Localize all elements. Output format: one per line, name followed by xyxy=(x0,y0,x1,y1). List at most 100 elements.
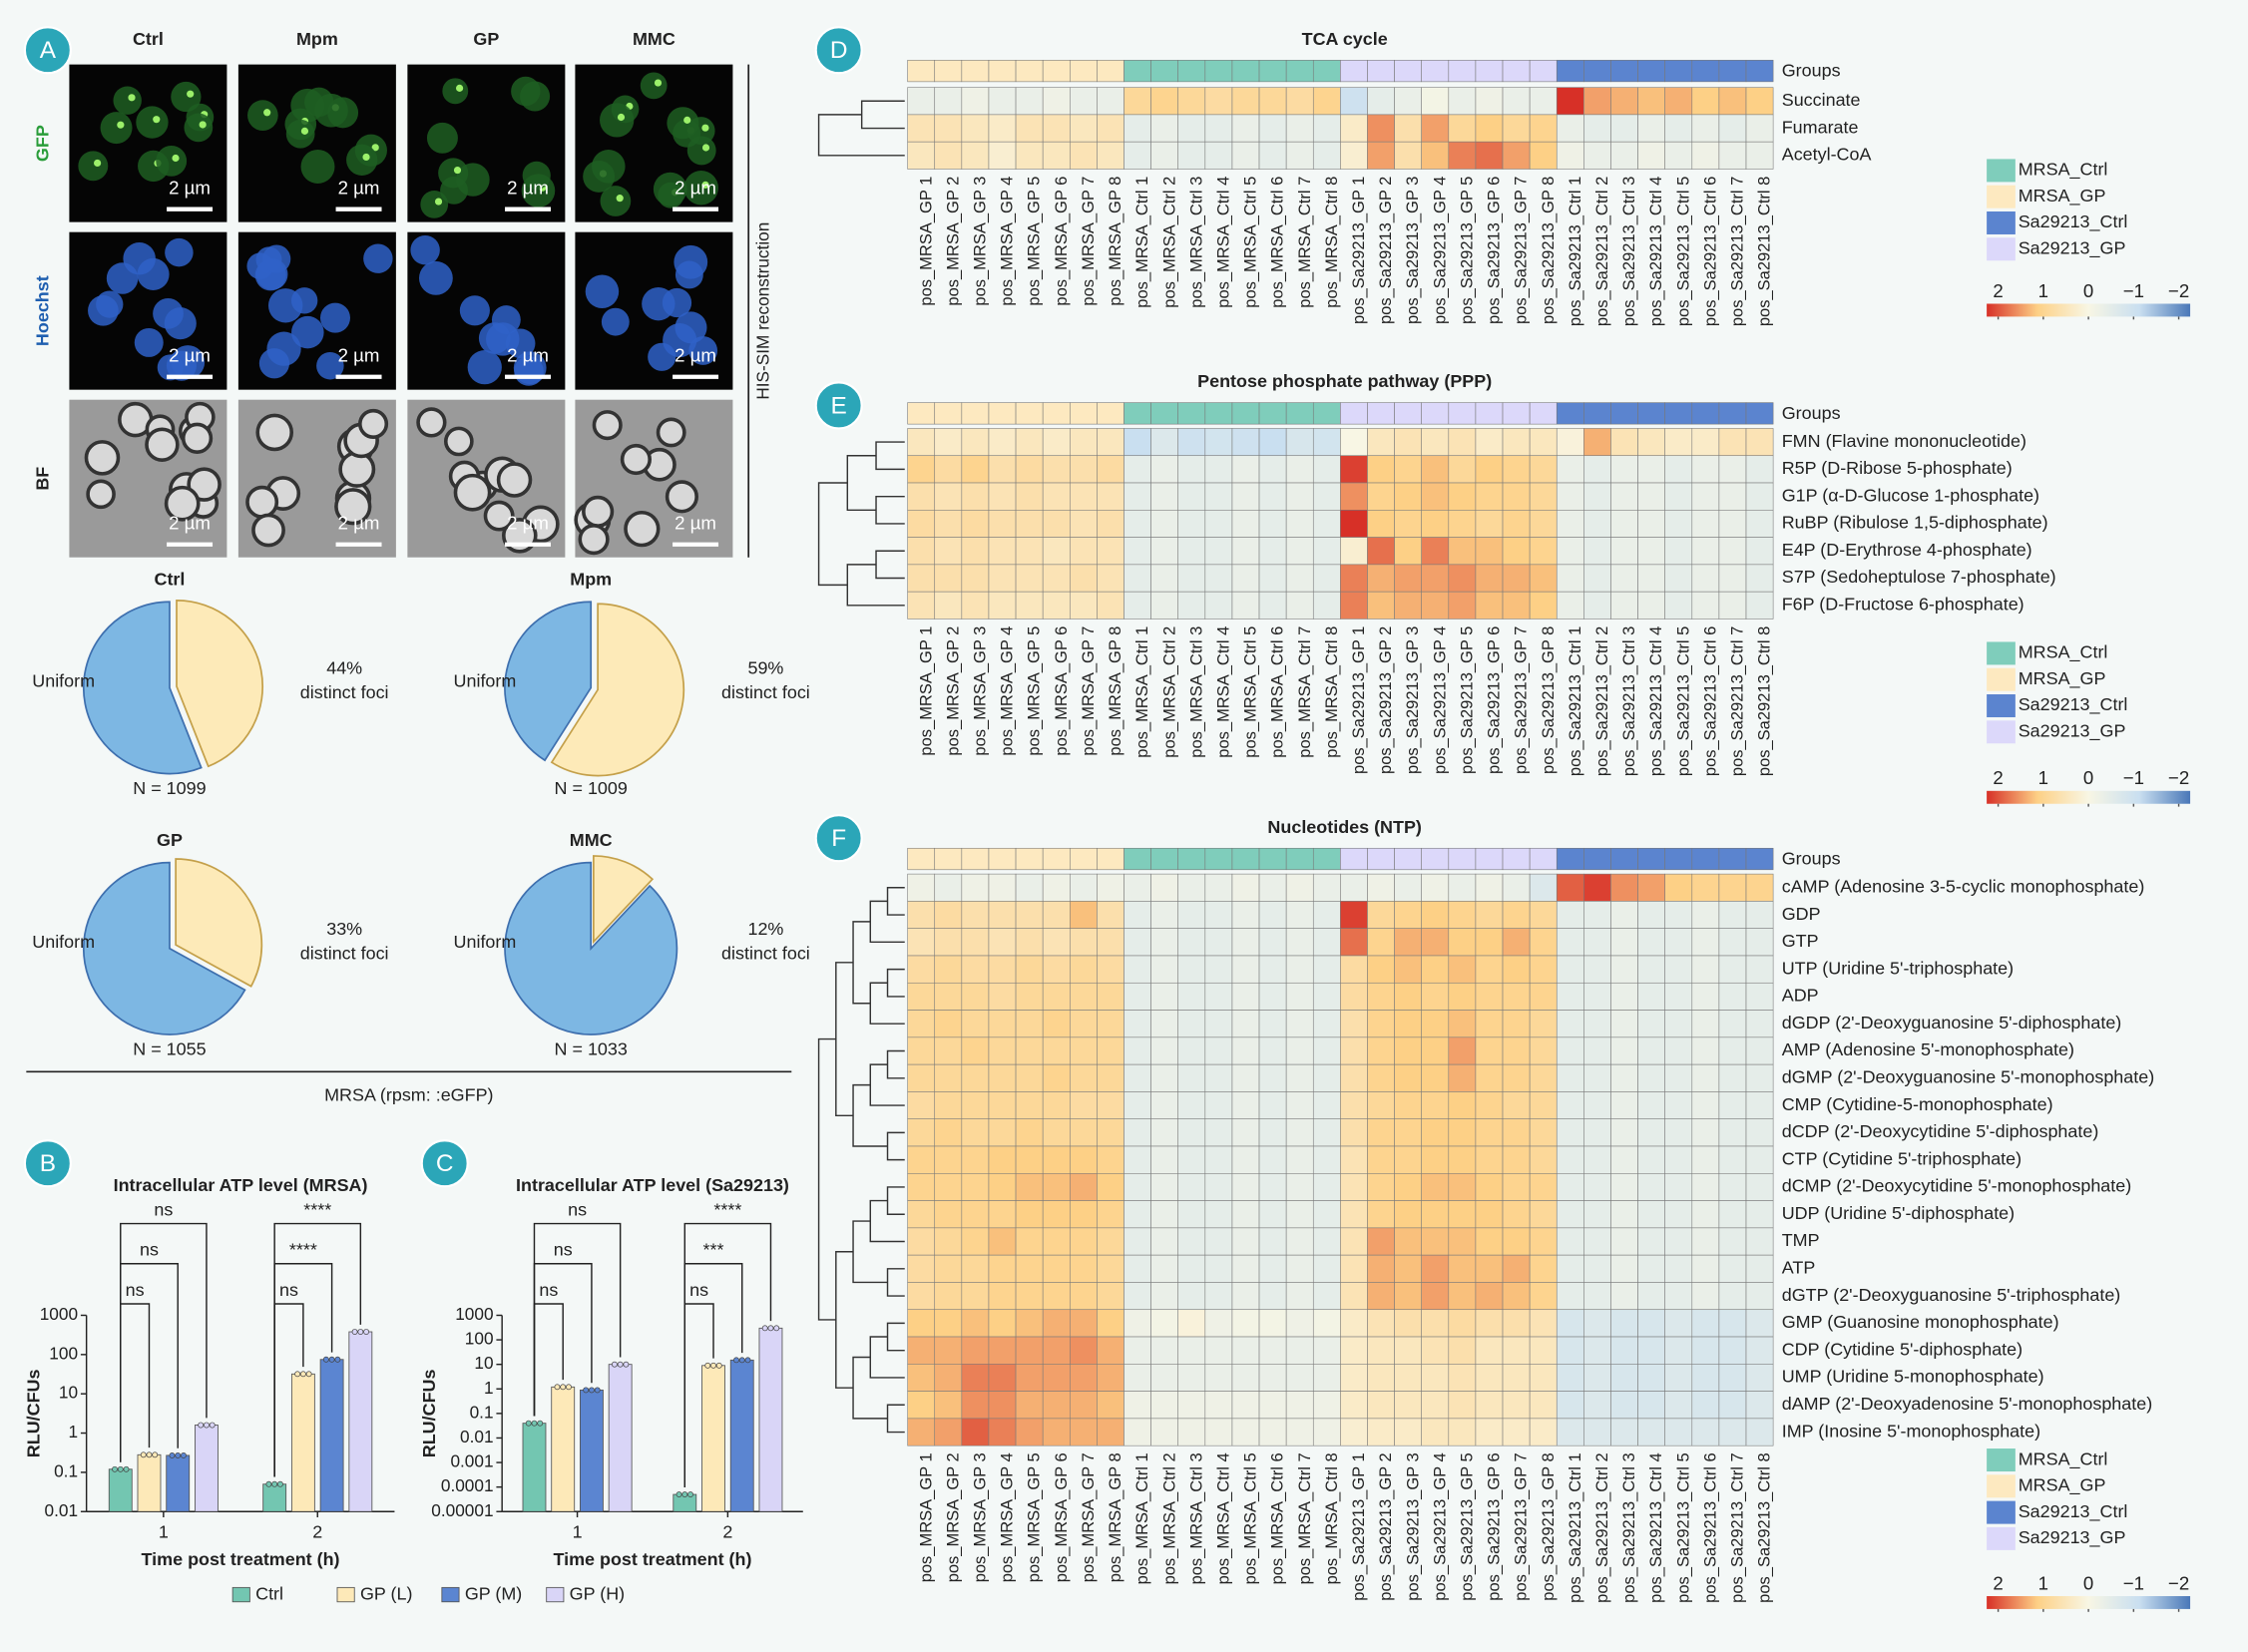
column-header: Mpm xyxy=(296,29,338,49)
heat-cell xyxy=(1231,1036,1260,1065)
column-label: pos_Sa29213_Ctrl 4 xyxy=(1647,626,1665,776)
heat-cell xyxy=(934,1010,963,1038)
colorbar xyxy=(1987,1595,2191,1609)
heat-cell xyxy=(1312,901,1341,929)
heat-cell xyxy=(1448,1336,1477,1365)
cell xyxy=(667,107,699,140)
heat-cell xyxy=(1150,901,1179,929)
group-cell xyxy=(1610,60,1638,83)
heat-cell xyxy=(1097,1254,1124,1283)
heat-cell xyxy=(907,141,936,170)
heat-cell xyxy=(1042,591,1071,620)
heat-cell xyxy=(1367,1118,1395,1147)
heat-cell xyxy=(1367,564,1395,593)
heat-cell xyxy=(1231,537,1260,566)
cell xyxy=(486,322,520,356)
replicate-dot xyxy=(209,1422,216,1429)
legend-swatch xyxy=(441,1586,460,1603)
heat-cell xyxy=(1367,1173,1395,1201)
heat-cell xyxy=(907,455,936,484)
heat-cell xyxy=(1637,955,1665,984)
group-cell xyxy=(1097,847,1124,871)
heat-cell xyxy=(1258,873,1287,902)
heat-cell xyxy=(1745,428,1774,457)
heat-cell xyxy=(1664,1063,1693,1092)
heat-cell xyxy=(1312,928,1341,957)
heat-cell xyxy=(1312,1091,1341,1120)
group-cell xyxy=(1124,402,1151,425)
heat-cell xyxy=(1637,1173,1665,1201)
heat-cell xyxy=(1367,1336,1395,1365)
column-label: pos_Sa29213_GP 7 xyxy=(1513,626,1531,774)
cell xyxy=(600,186,632,216)
row-label: FMN (Flavine mononucleotide) xyxy=(1782,431,2026,451)
heat-cell xyxy=(1231,1391,1260,1420)
heat-cell xyxy=(1042,982,1071,1011)
group-cell xyxy=(1529,847,1558,871)
heat-cell xyxy=(1015,510,1044,538)
heat-cell xyxy=(1583,510,1611,538)
heat-cell xyxy=(1340,1118,1368,1147)
heat-cell xyxy=(1340,1227,1368,1256)
group-cell xyxy=(1556,60,1584,83)
group-cell xyxy=(1691,402,1720,425)
heat-cell xyxy=(1475,1063,1504,1092)
colorbar-label: −1 xyxy=(2123,1572,2144,1593)
column-label: pos_MRSA_GP 8 xyxy=(1107,626,1124,756)
heat-cell xyxy=(1177,1391,1206,1420)
heat-cell xyxy=(1150,1364,1179,1392)
replicate-dot xyxy=(299,1371,306,1378)
heat-cell xyxy=(1583,1227,1611,1256)
badge xyxy=(814,814,863,863)
heat-cell xyxy=(1124,1336,1151,1365)
heat-cell xyxy=(1502,1118,1531,1147)
replicate-dot xyxy=(733,1357,739,1364)
heat-cell xyxy=(1042,428,1071,457)
colorbar-label: −2 xyxy=(2168,767,2189,788)
heat-cell xyxy=(1583,537,1611,566)
heat-cell xyxy=(1529,901,1558,929)
heat-cell xyxy=(1204,982,1233,1011)
heat-cell xyxy=(1421,1254,1450,1283)
significance-label: *** xyxy=(703,1240,724,1260)
heat-cell xyxy=(1231,873,1260,902)
group-cell xyxy=(1177,60,1206,83)
heat-cell xyxy=(1258,982,1287,1011)
heat-cell xyxy=(1177,1036,1206,1065)
group-cell xyxy=(1258,402,1287,425)
heat-cell xyxy=(1015,87,1044,116)
heat-cell xyxy=(1475,873,1504,902)
heat-cell xyxy=(961,1336,990,1365)
heat-cell xyxy=(961,1010,990,1038)
heat-cell xyxy=(1258,1173,1287,1201)
heat-cell xyxy=(1745,1010,1774,1038)
heat-cell xyxy=(1745,1227,1774,1256)
heat-cell xyxy=(1285,455,1314,484)
heat-cell xyxy=(1556,1063,1584,1092)
heatmap-title: TCA cycle xyxy=(1302,29,1388,49)
heat-cell xyxy=(1177,1254,1206,1283)
heat-cell xyxy=(1042,1391,1071,1420)
heat-cell xyxy=(961,1036,990,1065)
row-label: cAMP (Adenosine 3-5-cyclic monophosphate… xyxy=(1782,876,2145,896)
heat-cell xyxy=(1718,428,1747,457)
heat-cell xyxy=(1177,873,1206,902)
heat-cell xyxy=(1177,1336,1206,1365)
cell xyxy=(592,410,623,441)
heat-cell xyxy=(1069,1364,1098,1392)
column-label: pos_Sa29213_GP 6 xyxy=(1486,626,1504,774)
heat-cell xyxy=(1691,1145,1720,1174)
heat-cell xyxy=(1231,455,1260,484)
group-cell xyxy=(1150,847,1179,871)
y-tick-label: 0.01 xyxy=(45,1500,79,1520)
heat-cell xyxy=(988,141,1017,170)
heat-cell xyxy=(1718,1282,1747,1311)
heat-cell xyxy=(907,1309,936,1338)
heat-cell xyxy=(1312,1173,1341,1201)
heat-cell xyxy=(1502,455,1531,484)
heat-cell xyxy=(1312,1364,1341,1392)
scale-bar-label: 2 µm xyxy=(674,345,716,366)
row-label: ADP xyxy=(1782,986,1819,1006)
heat-cell xyxy=(1718,1418,1747,1446)
replicate-dot xyxy=(588,1387,595,1394)
